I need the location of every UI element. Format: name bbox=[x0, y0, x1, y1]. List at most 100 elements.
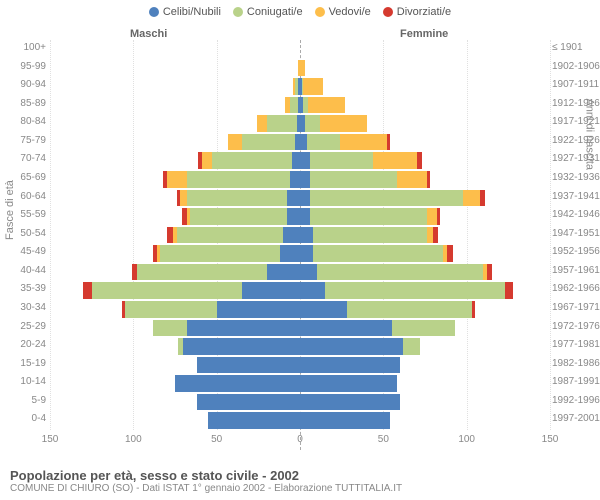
x-tick-label: 150 bbox=[542, 434, 559, 445]
header-male: Maschi bbox=[130, 28, 167, 40]
bar-segment bbox=[310, 171, 397, 188]
bar-segment bbox=[290, 97, 298, 114]
female-bar bbox=[300, 264, 492, 281]
birth-label: 1972-1976 bbox=[552, 321, 600, 332]
bar-segment bbox=[403, 338, 420, 355]
age-row: 0-41997-2001 bbox=[50, 411, 550, 430]
bar-segment bbox=[175, 375, 300, 392]
bar-segment bbox=[437, 208, 440, 225]
birth-label: 1992-1996 bbox=[552, 395, 600, 406]
bar-segment bbox=[480, 190, 485, 207]
birth-label: 1962-1966 bbox=[552, 283, 600, 294]
plot-area: 15010050050100150100+≤ 190195-991902-190… bbox=[50, 40, 550, 450]
age-label: 30-34 bbox=[4, 302, 46, 313]
age-label: 60-64 bbox=[4, 191, 46, 202]
legend-label: Coniugati/e bbox=[247, 6, 303, 18]
female-bar bbox=[300, 60, 305, 77]
bar-segment bbox=[427, 208, 437, 225]
male-bar bbox=[122, 301, 300, 318]
age-label: 75-79 bbox=[4, 135, 46, 146]
bar-segment bbox=[287, 208, 300, 225]
age-row: 25-291972-1976 bbox=[50, 319, 550, 338]
birth-label: 1932-1936 bbox=[552, 172, 600, 183]
age-label: 90-94 bbox=[4, 79, 46, 90]
birth-label: ≤ 1901 bbox=[552, 42, 600, 53]
male-bar bbox=[293, 78, 300, 95]
legend-swatch bbox=[315, 7, 325, 17]
bar-segment bbox=[190, 208, 287, 225]
bar-segment bbox=[487, 264, 492, 281]
bar-segment bbox=[287, 190, 300, 207]
male-bar bbox=[178, 338, 300, 355]
bar-segment bbox=[300, 357, 400, 374]
bar-segment bbox=[340, 134, 387, 151]
bar-segment bbox=[187, 190, 287, 207]
birth-label: 1957-1961 bbox=[552, 265, 600, 276]
female-bar bbox=[300, 394, 400, 411]
bar-segment bbox=[217, 301, 300, 318]
bar-segment bbox=[242, 282, 300, 299]
male-bar bbox=[197, 357, 300, 374]
bar-segment bbox=[310, 152, 373, 169]
bar-segment bbox=[280, 245, 300, 262]
bar-segment bbox=[320, 115, 367, 132]
chart-container: Celibi/NubiliConiugati/eVedovi/eDivorzia… bbox=[0, 0, 600, 500]
age-row: 70-741927-1931 bbox=[50, 151, 550, 170]
bar-segment bbox=[310, 208, 427, 225]
female-bar bbox=[300, 190, 485, 207]
bar-segment bbox=[228, 134, 241, 151]
bar-segment bbox=[197, 357, 300, 374]
bar-segment bbox=[202, 152, 212, 169]
header-female: Femmine bbox=[400, 28, 448, 40]
bar-segment bbox=[303, 78, 323, 95]
x-tick-label: 100 bbox=[458, 434, 475, 445]
bar-segment bbox=[180, 190, 187, 207]
bar-segment bbox=[290, 171, 300, 188]
bar-segment bbox=[137, 264, 267, 281]
male-bar bbox=[167, 227, 300, 244]
bar-segment bbox=[433, 227, 438, 244]
bar-segment bbox=[300, 320, 392, 337]
female-bar bbox=[300, 375, 397, 392]
age-row: 80-841917-1921 bbox=[50, 114, 550, 133]
bar-segment bbox=[387, 134, 390, 151]
age-label: 15-19 bbox=[4, 358, 46, 369]
birth-label: 1942-1946 bbox=[552, 209, 600, 220]
male-bar bbox=[153, 245, 300, 262]
footer-title: Popolazione per età, sesso e stato civil… bbox=[10, 468, 590, 483]
male-bar bbox=[83, 282, 300, 299]
bar-segment bbox=[300, 171, 310, 188]
bar-segment bbox=[300, 394, 400, 411]
bar-segment bbox=[317, 264, 484, 281]
bar-segment bbox=[313, 227, 426, 244]
age-row: 95-991902-1906 bbox=[50, 59, 550, 78]
bar-segment bbox=[300, 190, 310, 207]
legend-swatch bbox=[383, 7, 393, 17]
age-label: 95-99 bbox=[4, 61, 46, 72]
birth-label: 1977-1981 bbox=[552, 339, 600, 350]
bar-segment bbox=[300, 282, 325, 299]
bar-segment bbox=[300, 264, 317, 281]
bar-segment bbox=[325, 282, 505, 299]
legend-swatch bbox=[149, 7, 159, 17]
male-bar bbox=[177, 190, 300, 207]
bar-segment bbox=[300, 134, 307, 151]
legend-item: Celibi/Nubili bbox=[149, 6, 221, 18]
female-bar bbox=[300, 338, 420, 355]
male-bar bbox=[163, 171, 300, 188]
male-bar bbox=[132, 264, 300, 281]
age-row: 75-791922-1926 bbox=[50, 133, 550, 152]
bar-segment bbox=[347, 301, 472, 318]
bar-segment bbox=[305, 115, 320, 132]
birth-label: 1937-1941 bbox=[552, 191, 600, 202]
female-bar bbox=[300, 97, 345, 114]
bar-segment bbox=[292, 152, 300, 169]
bar-segment bbox=[300, 208, 310, 225]
age-label: 10-14 bbox=[4, 376, 46, 387]
bar-segment bbox=[153, 320, 186, 337]
bar-segment bbox=[92, 282, 242, 299]
male-bar bbox=[197, 394, 300, 411]
birth-label: 1952-1956 bbox=[552, 246, 600, 257]
female-bar bbox=[300, 115, 367, 132]
birth-label: 1967-1971 bbox=[552, 302, 600, 313]
